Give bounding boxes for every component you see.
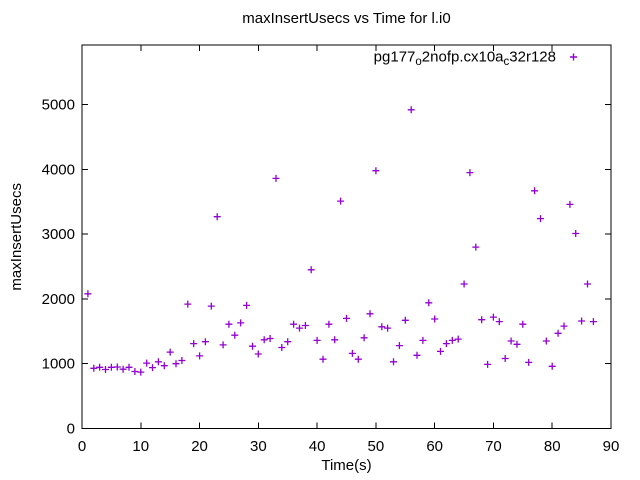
chart-title: maxInsertUsecs vs Time for l.i0 [242,10,450,27]
x-tick-label: 40 [309,438,326,455]
plot-axes: 0 10 20 30 40 50 60 70 80 90 0 1000 2000 3000 4000 5000 [42,44,620,455]
y-tick-label: 5000 [42,97,75,114]
y-tick-label: 2000 [42,291,75,308]
x-tick-label: 10 [132,438,149,455]
x-tick-label: 60 [426,438,443,455]
y-tick-label: 0 [67,421,75,438]
x-tick-label: 30 [250,438,267,455]
x-tick-label: 50 [368,438,385,455]
x-tick-label: 0 [78,438,86,455]
data-series [84,106,597,376]
x-tick-label: 90 [603,438,620,455]
x-tick-label: 20 [191,438,208,455]
y-axis-label: maxInsertUsecs [8,183,25,291]
y-tick-label: 4000 [42,161,75,178]
plot-border [81,44,612,429]
x-tick-label: 70 [485,438,502,455]
x-axis-label: Time(s) [321,457,371,474]
x-tick-label: 80 [544,438,561,455]
axis-ticks [81,45,612,429]
data-points [84,106,597,376]
legend-label: pg177o2nofp.cx10ac32r128 [374,49,556,69]
legend-marker-plus-icon [570,53,577,61]
y-tick-label: 1000 [42,356,75,373]
y-tick-label: 3000 [42,226,75,243]
legend: pg177o2nofp.cx10ac32r128 [374,49,577,69]
